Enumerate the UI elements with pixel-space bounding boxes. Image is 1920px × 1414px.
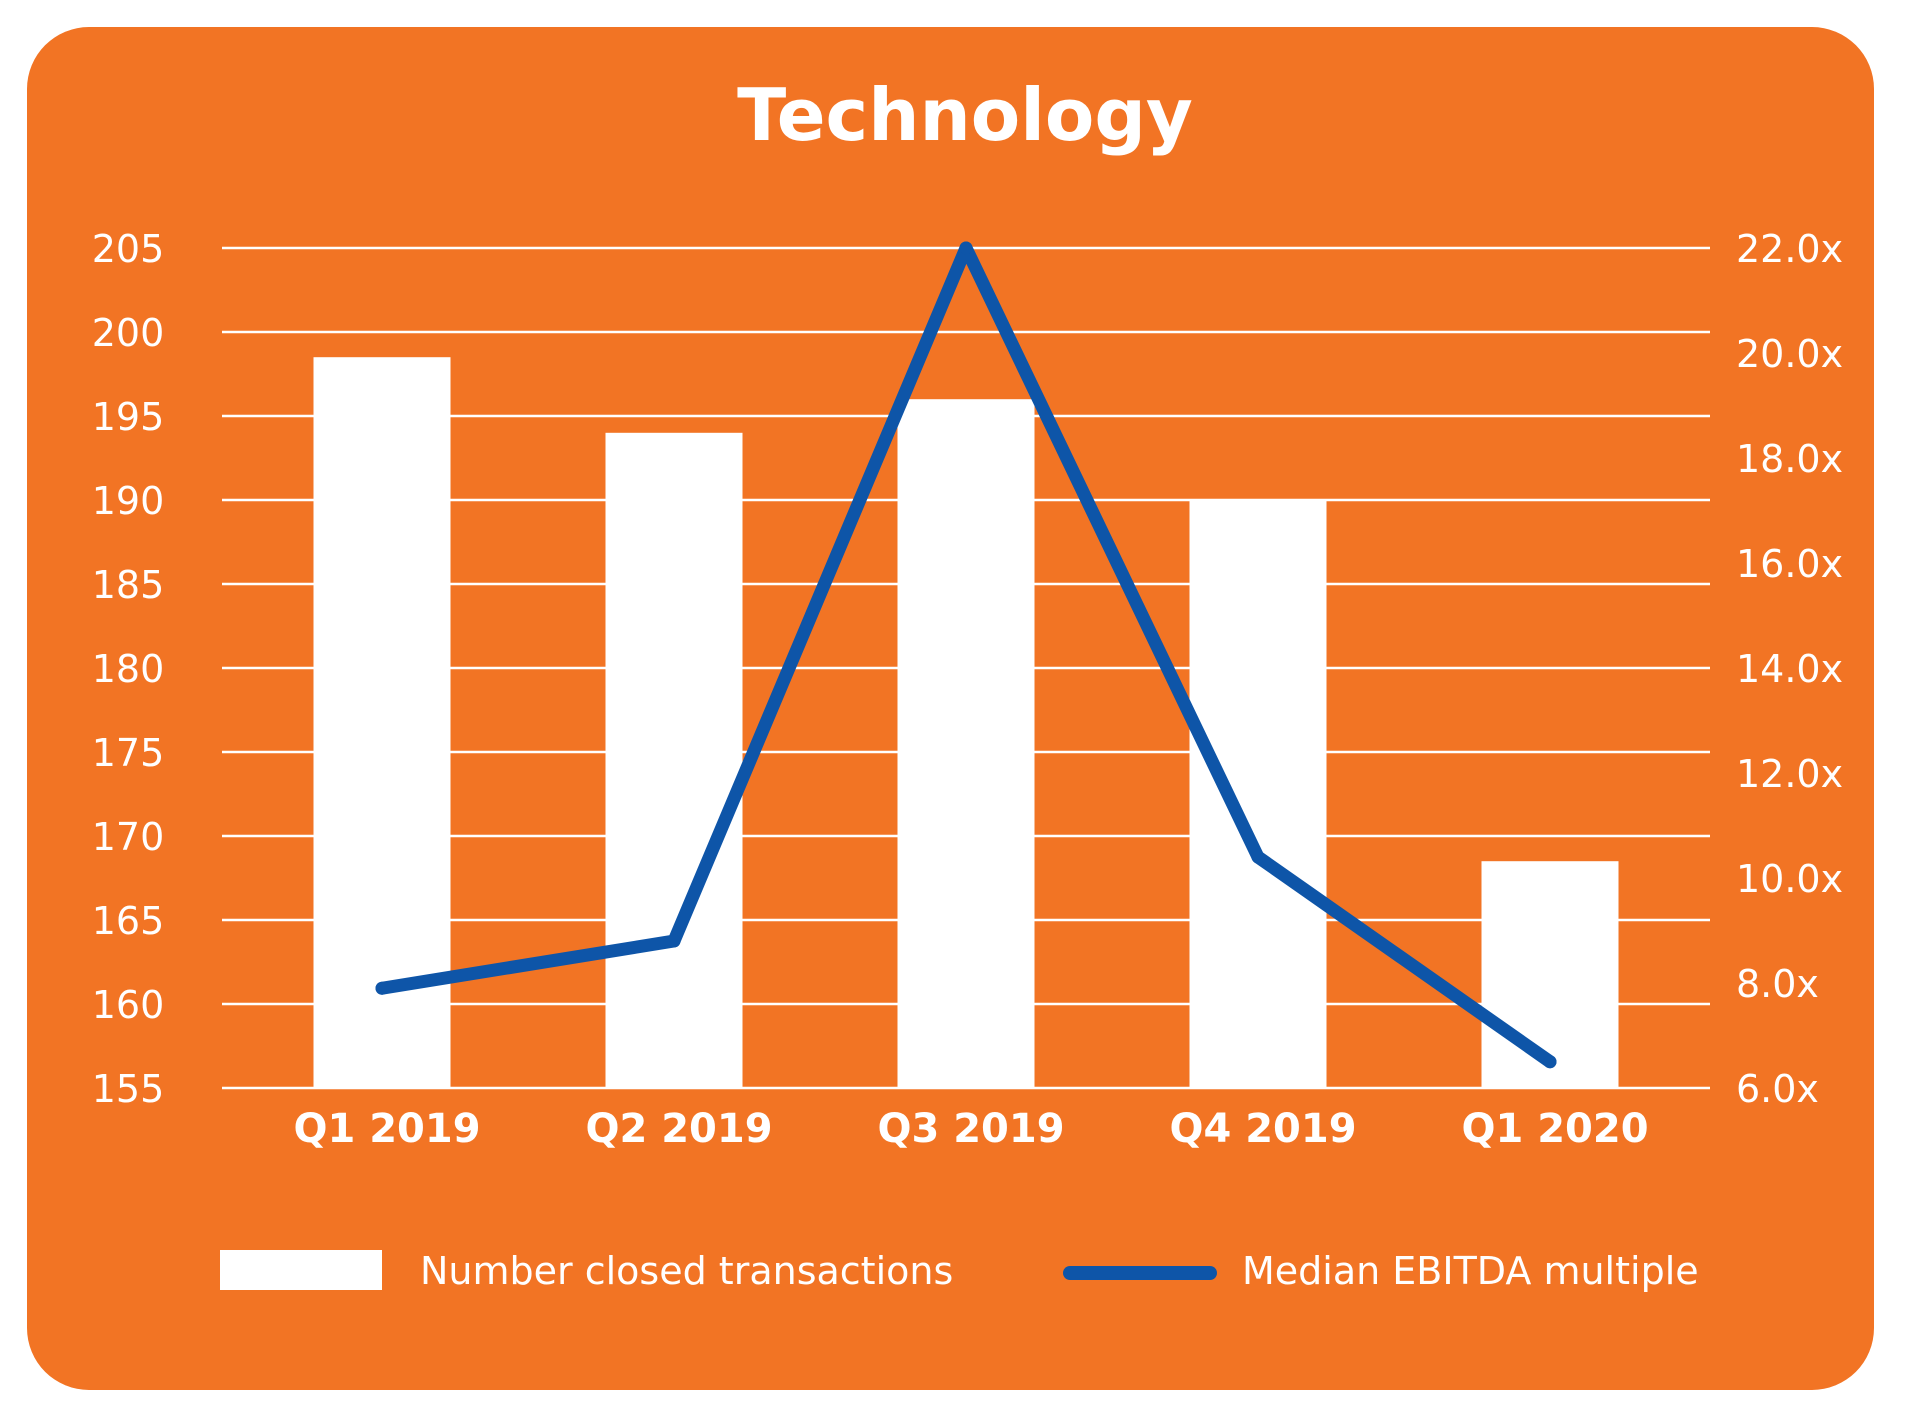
x-tick-label-3: Q4 2019 <box>1169 1106 1356 1152</box>
right-tick-label-5: 16.0x <box>1736 542 1843 586</box>
bar-1 <box>605 432 743 1088</box>
right-tick-label-6: 18.0x <box>1736 437 1843 481</box>
left-tick-label-5: 180 <box>92 647 165 691</box>
bar-2 <box>897 399 1035 1088</box>
right-tick-label-0: 6.0x <box>1736 1067 1819 1111</box>
left-tick-label-9: 200 <box>92 311 165 355</box>
right-tick-label-8: 22.0x <box>1736 227 1843 271</box>
legend-bar-swatch <box>220 1250 382 1290</box>
left-tick-label-2: 165 <box>92 899 165 943</box>
left-tick-label-0: 155 <box>92 1067 165 1111</box>
left-tick-label-8: 195 <box>92 395 165 439</box>
legend-bar-label: Number closed transactions <box>420 1249 953 1293</box>
bar-4 <box>1481 861 1619 1088</box>
left-tick-label-10: 205 <box>92 227 165 271</box>
right-tick-label-7: 20.0x <box>1736 332 1843 376</box>
legend-line-label: Median EBITDA multiple <box>1242 1249 1699 1293</box>
line-point-0 <box>375 981 389 995</box>
right-axis: 6.0x 8.0x 10.0x 12.0x 14.0x 16.0x 18.0x 20.0x 22… <box>1736 227 1843 1111</box>
line-point-3 <box>1251 850 1265 864</box>
x-tick-label-4: Q1 2020 <box>1461 1106 1648 1152</box>
right-tick-label-1: 8.0x <box>1736 962 1819 1006</box>
line-point-2 <box>959 241 973 255</box>
x-tick-label-0: Q1 2019 <box>293 1106 480 1152</box>
bar-series <box>313 357 1619 1088</box>
left-tick-label-1: 160 <box>92 983 165 1027</box>
right-tick-label-3: 12.0x <box>1736 752 1843 796</box>
x-tick-label-2: Q3 2019 <box>877 1106 1064 1152</box>
left-tick-label-7: 190 <box>92 479 165 523</box>
chart-title: Technology <box>737 73 1193 157</box>
right-tick-label-2: 10.0x <box>1736 857 1843 901</box>
line-point-1 <box>667 934 681 948</box>
line-point-4 <box>1543 1055 1557 1069</box>
x-axis: Q1 2019 Q2 2019 Q3 2019 Q4 2019 Q1 2020 <box>293 1106 1648 1152</box>
legend: Number closed transactions Median EBITDA… <box>220 1249 1699 1293</box>
left-tick-label-6: 185 <box>92 563 165 607</box>
left-tick-label-3: 170 <box>92 815 165 859</box>
bar-3 <box>1189 500 1327 1088</box>
left-axis: 155 160 165 170 175 180 185 190 195 200 205 <box>92 227 165 1111</box>
right-tick-label-4: 14.0x <box>1736 647 1843 691</box>
left-tick-label-4: 175 <box>92 731 165 775</box>
x-tick-label-1: Q2 2019 <box>585 1106 772 1152</box>
bar-0 <box>313 357 451 1088</box>
line-series <box>375 241 1557 1069</box>
